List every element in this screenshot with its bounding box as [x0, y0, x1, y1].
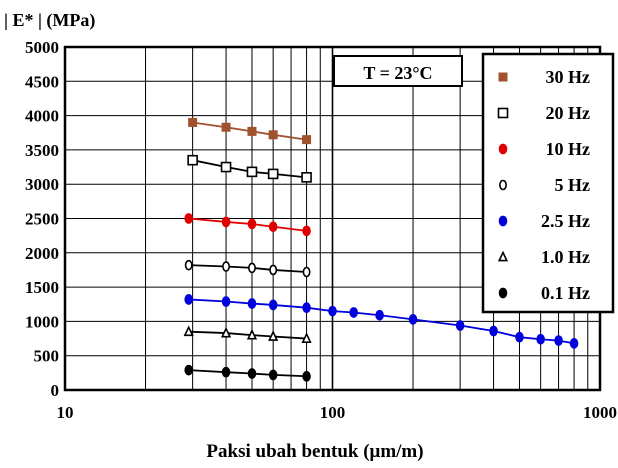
y-axis-title: | E* | (MPa) [4, 10, 95, 31]
legend-label: 10 Hz [546, 139, 591, 159]
series-4 [184, 294, 579, 349]
legend-marker [498, 215, 508, 227]
data-point [248, 262, 256, 274]
data-point [247, 368, 257, 379]
legend-marker [498, 143, 508, 155]
data-point [268, 299, 278, 311]
series-2 [184, 213, 311, 237]
series-0 [188, 117, 312, 145]
data-point [515, 331, 524, 343]
data-point [247, 126, 257, 136]
legend-marker [497, 250, 509, 262]
series-5 [183, 325, 312, 343]
x-axis-title: Paksi ubah bentuk (μm/m) [206, 441, 423, 462]
data-point [349, 307, 358, 318]
data-point [187, 154, 198, 166]
y-tick-label: 5000 [25, 38, 59, 57]
y-tick-label: 2500 [25, 210, 59, 229]
data-point [267, 168, 279, 180]
series-line [188, 330, 307, 340]
y-tick-label: 1000 [25, 312, 59, 331]
legend: 30 Hz 20 Hz 10 Hz 5 Hz 2.5 Hz 1.0 Hz 0.1 Hz [481, 52, 615, 314]
data-point [302, 225, 311, 237]
y-tick-labels: 0 500 1000 1500 2000 2500 3000 3500 4000 4500 5000 [25, 38, 59, 400]
data-point [184, 259, 193, 271]
series-1 [187, 154, 312, 183]
data-point [408, 313, 418, 325]
data-point [222, 261, 231, 272]
data-point [221, 122, 231, 132]
y-tick-label: 0 [51, 381, 60, 400]
series-line [188, 264, 307, 273]
y-tick-label: 3500 [25, 141, 59, 160]
data-point [221, 296, 231, 307]
data-point [268, 369, 278, 381]
y-tick-label: 4500 [25, 72, 59, 91]
data-point [184, 364, 193, 376]
series-6 [184, 364, 311, 382]
data-point [268, 330, 279, 341]
data-point [246, 328, 258, 340]
x-tick-labels: 10 100 1000 [57, 403, 618, 422]
data-point [268, 130, 278, 140]
temperature-annotation: T = 23°C [333, 55, 463, 87]
x-tick-label: 100 [320, 403, 346, 422]
data-point [301, 332, 312, 343]
data-point [183, 325, 194, 337]
data-point [302, 370, 311, 382]
legend-marker [498, 72, 508, 82]
data-point [268, 221, 278, 233]
data-point [554, 335, 563, 347]
data-point [184, 213, 193, 224]
legend-marker [497, 107, 509, 119]
legend-label: 20 Hz [546, 103, 591, 123]
data-point [302, 266, 311, 278]
legend-label: 0.1 Hz [541, 283, 590, 303]
data-point [302, 302, 311, 314]
temperature-label: T = 23°C [363, 63, 432, 83]
data-point [184, 294, 193, 305]
legend-marker [499, 179, 507, 191]
data-point [569, 337, 579, 349]
legend-label: 2.5 Hz [541, 211, 590, 231]
data-point [247, 298, 257, 309]
data-point [536, 333, 545, 345]
data-point [269, 264, 278, 276]
data-point [221, 366, 231, 378]
data-point [188, 117, 198, 127]
y-tick-label: 500 [34, 347, 60, 366]
legend-label: 30 Hz [546, 67, 591, 87]
data-point [301, 172, 312, 183]
data-point [455, 320, 465, 331]
data-point [246, 166, 258, 178]
data-point [302, 135, 312, 145]
legend-label: 1.0 Hz [541, 247, 590, 267]
data-point [375, 309, 384, 321]
y-tick-label: 4000 [25, 107, 59, 126]
legend-label: 5 Hz [555, 175, 591, 195]
data-point [221, 216, 231, 228]
x-tick-label: 10 [57, 403, 74, 422]
data-point [220, 326, 232, 338]
series-line [188, 369, 307, 378]
x-tick-label: 1000 [583, 403, 617, 422]
data-series [183, 117, 579, 382]
data-point [220, 161, 232, 173]
series-line [188, 217, 307, 232]
legend-marker [498, 287, 508, 299]
data-point [247, 218, 257, 230]
series-3 [184, 259, 311, 278]
y-tick-label: 1500 [25, 278, 59, 297]
data-point [328, 305, 337, 317]
data-point [489, 325, 498, 337]
y-tick-label: 3000 [25, 175, 59, 194]
y-tick-label: 2000 [25, 244, 59, 263]
